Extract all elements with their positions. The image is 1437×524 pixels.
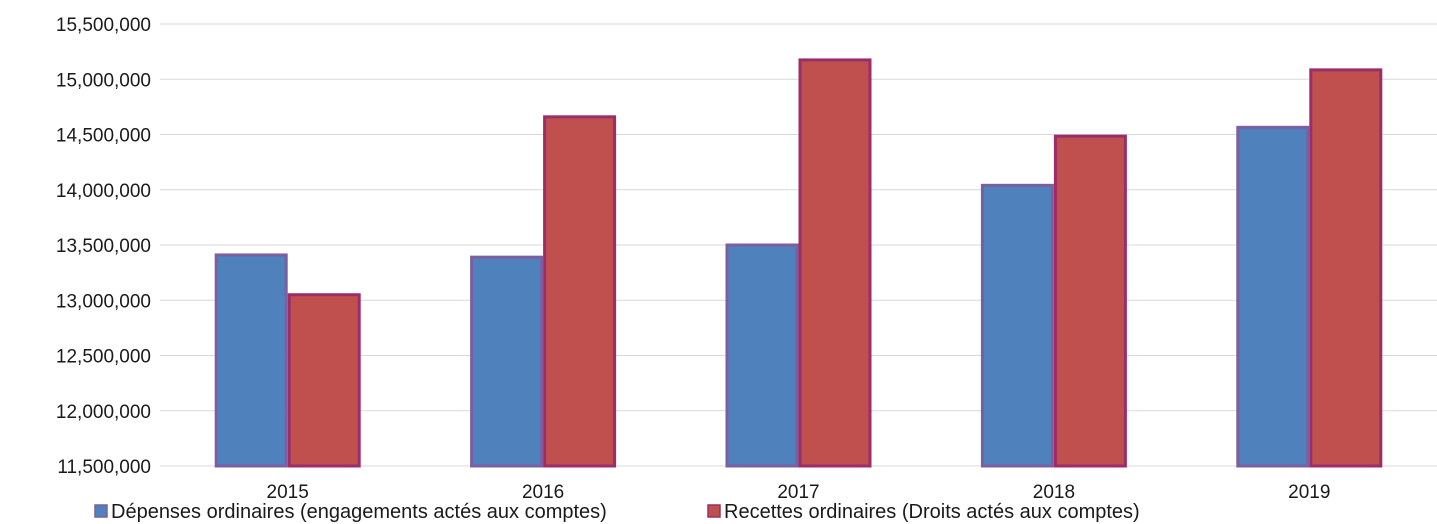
bar-depenses-2019 [1236, 125, 1310, 468]
y-tick-label: 13,500,000 [56, 236, 151, 257]
bar-depenses-2017 [725, 243, 799, 468]
y-tick-label: 14,500,000 [56, 126, 151, 147]
legend-swatch-depenses [94, 504, 108, 518]
x-tick-label-2018: 2018 [1033, 482, 1075, 503]
y-tick-label: 14,000,000 [56, 181, 151, 202]
y-tick-label: 11,500,000 [57, 457, 151, 478]
y-tick-label: 15,500,000 [56, 15, 151, 36]
legend: Dépenses ordinaires (engagements actés a… [94, 501, 1140, 523]
x-tick-label-2017: 2017 [777, 482, 819, 503]
bar-recettes-2017 [798, 58, 872, 468]
bar-recettes-2018 [1053, 134, 1127, 468]
y-tick-label: 15,000,000 [56, 70, 151, 91]
bar-depenses-2016 [470, 255, 544, 468]
bars [214, 58, 1383, 468]
bar-recettes-2019 [1309, 68, 1383, 468]
x-tick-label-2019: 2019 [1288, 482, 1330, 503]
bar-depenses-2015 [214, 253, 288, 468]
y-axis-tick-labels: 11,500,000 12,000,000 12,500,000 13,000,000… [56, 15, 151, 478]
legend-label-recettes: Recettes ordinaires (Droits actés aux co… [724, 501, 1140, 523]
bar-depenses-2018 [980, 183, 1054, 468]
bar-recettes-2015 [287, 293, 361, 468]
x-tick-label-2015: 2015 [267, 482, 309, 503]
legend-swatch-recettes [707, 504, 721, 518]
y-tick-label: 12,000,000 [56, 402, 151, 423]
legend-label-depenses: Dépenses ordinaires (engagements actés a… [111, 501, 607, 523]
bar-recettes-2016 [543, 115, 617, 468]
y-tick-label: 13,000,000 [56, 291, 151, 312]
x-axis-tick-labels: 2015 2016 2017 2018 2019 [267, 482, 1331, 503]
y-tick-label: 12,500,000 [56, 347, 151, 368]
x-tick-label-2016: 2016 [522, 482, 564, 503]
